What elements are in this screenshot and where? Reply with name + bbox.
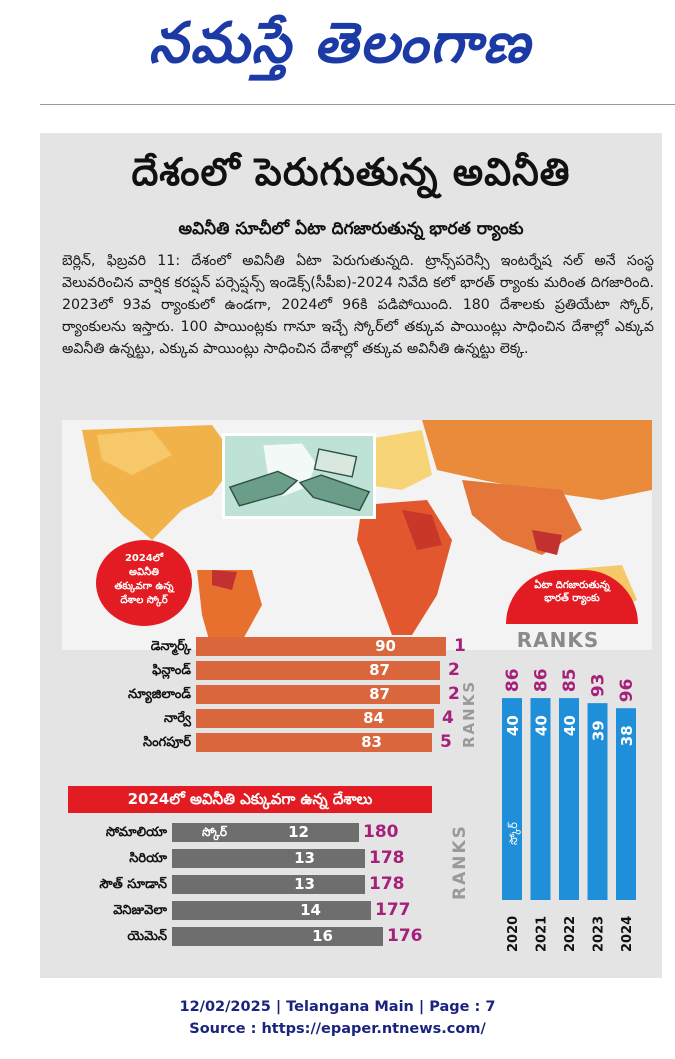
page-footer: 12/02/2025 | Telangana Main | Page : 7 S… [0, 996, 675, 1040]
low-score-bar: 83 [196, 733, 432, 752]
article-headline: దేశంలో పెరుగుతున్న అవినీతి [131, 150, 571, 194]
high-rank-value: 177 [375, 900, 411, 920]
india-score-value: 40 [504, 715, 522, 736]
india-rank-value: 86 [503, 668, 523, 692]
high-rank-value: 176 [387, 926, 423, 946]
high-score-caption: స్కోర్ [202, 825, 228, 839]
low-corruption-badge: 2024లో అవినీతి తక్కువగా ఉన్న దేశాల స్కోర… [96, 540, 192, 626]
high-corruption-header: 2024లో అవినీతి ఎక్కువగా ఉన్న దేశాలు [68, 786, 432, 813]
low-country-label: న్యూజిలాండ్ [128, 687, 191, 702]
masthead: నమస్తే తెలంగాణ [0, 0, 675, 100]
low-country-label: నార్వే [163, 711, 191, 726]
india-score-bar [616, 708, 636, 900]
india-score-bar [559, 698, 579, 900]
india-score-value: 40 [561, 715, 579, 736]
low-rank-value: 2 [448, 660, 460, 680]
india-rank-value: 86 [532, 668, 552, 692]
india-score-value: 40 [533, 715, 551, 736]
india-score-bar [502, 698, 522, 900]
high-rank-value: 180 [363, 822, 399, 842]
india-score-caption: స్కోర్ [507, 822, 521, 845]
low-rank-value: 4 [442, 708, 454, 728]
article-body: బెర్లిన్, ఫిబ్రవరి 11: దేశంలో అవినీతి ఏట… [62, 253, 654, 357]
india-score-value: 39 [590, 720, 608, 741]
india-score-value: 38 [618, 725, 636, 746]
low-score-bar: 84 [196, 709, 434, 728]
india-rank-value: 93 [589, 673, 609, 697]
india-year-label: 2023 [592, 916, 607, 952]
low-country-label: డెన్మార్క్ [150, 639, 191, 654]
low-country-label: సింగపూర్ [142, 735, 191, 750]
india-score-bar [587, 703, 608, 900]
high-country-label: సోమాలియా [105, 825, 167, 840]
india-rank-value: 85 [560, 668, 580, 692]
high-score-bar: 16 [172, 927, 383, 946]
masthead-divider [40, 104, 675, 105]
india-year-label: 2021 [535, 916, 550, 952]
india-year-label: 2022 [563, 916, 578, 952]
low-score-bar: 87 [196, 661, 440, 680]
high-score-bar: 12 స్కోర్ [172, 823, 359, 842]
low-rank-value: 5 [440, 732, 452, 752]
high-score-bar: 14 [172, 901, 371, 920]
newspaper-logo: నమస్తే తెలంగాణ [148, 10, 532, 76]
india-year-label: 2020 [506, 916, 521, 952]
article-subheadline: అవినీతి సూచీలో ఏటా దిగజారుతున్న భారత ర్య… [178, 219, 524, 239]
india-chart-title: RANKS [516, 628, 600, 652]
high-rank-value: 178 [369, 874, 405, 894]
low-score-bar: 87 [196, 685, 440, 704]
india-rank-chart: 86 40 2020 86 40 2021 85 40 2022 93 39 2023 96 38 2024… [502, 668, 637, 952]
high-rank-value: 178 [369, 848, 405, 868]
india-rank-badge: ఏటా దిగజారుతున్న భారత్ ర్యాంకు [506, 570, 638, 624]
low-country-label: ఫిన్లాండ్ [152, 663, 191, 678]
high-country-label: సిరియా [129, 851, 167, 866]
high-chart-ranks-label: RANKS [450, 824, 470, 900]
high-country-label: వెనిజువెలా [113, 903, 167, 918]
footer-source-line: Source : https://epaper.ntnews.com/ [189, 1021, 486, 1037]
footer-date-line: 12/02/2025 | Telangana Main | Page : 7 [179, 999, 496, 1015]
india-score-bar [530, 698, 551, 900]
high-score-bar: 13 [172, 849, 365, 868]
low-score-bar: 90 [196, 637, 446, 656]
low-chart-ranks-label: RANKS [460, 679, 478, 748]
high-country-label: సౌత్ సూడాన్ [99, 877, 167, 892]
handshake-bribe-illustration [222, 433, 376, 519]
high-country-label: యెమెన్ [127, 929, 167, 944]
india-rank-value: 96 [617, 679, 637, 703]
high-score-bar: 13 [172, 875, 365, 894]
india-year-label: 2024 [620, 916, 635, 952]
low-rank-value: 1 [454, 636, 466, 656]
low-rank-value: 2 [448, 684, 460, 704]
india-rank-chart-box: 86 40 2020 86 40 2021 85 40 2022 93 39 2023 96 38 2024… [488, 600, 648, 960]
